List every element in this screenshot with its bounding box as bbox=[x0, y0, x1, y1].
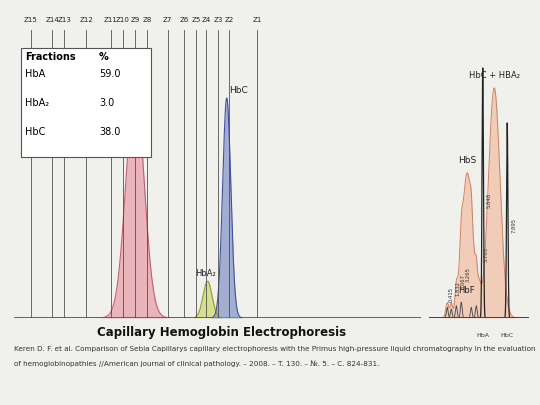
Text: HbA₂: HbA₂ bbox=[25, 98, 49, 108]
Text: HbA₂: HbA₂ bbox=[195, 269, 216, 279]
Text: Z14: Z14 bbox=[45, 17, 59, 23]
Text: HbS: HbS bbox=[458, 156, 476, 165]
Text: HbA: HbA bbox=[476, 333, 489, 338]
FancyBboxPatch shape bbox=[21, 48, 151, 157]
Text: Z5: Z5 bbox=[192, 17, 201, 23]
Text: Z8: Z8 bbox=[143, 17, 152, 23]
Text: 7.895: 7.895 bbox=[511, 218, 516, 233]
Text: HbC: HbC bbox=[25, 127, 45, 137]
Text: of hemoglobinopathies //American journal of clinical pathology. – 2008. – T. 130: of hemoglobinopathies //American journal… bbox=[14, 360, 379, 367]
Text: Z7: Z7 bbox=[163, 17, 172, 23]
Text: 59.0: 59.0 bbox=[99, 69, 120, 79]
Text: HbA: HbA bbox=[25, 69, 45, 79]
Text: 3.067: 3.067 bbox=[460, 274, 465, 289]
Text: Z3: Z3 bbox=[213, 17, 223, 23]
Text: Z15: Z15 bbox=[24, 17, 37, 23]
Text: %: % bbox=[99, 52, 109, 62]
Text: 1.832: 1.832 bbox=[455, 281, 460, 296]
Text: 3.265: 3.265 bbox=[465, 267, 470, 282]
Text: HbC + HBA₂: HbC + HBA₂ bbox=[469, 71, 519, 80]
Text: Z6: Z6 bbox=[179, 17, 188, 23]
Text: Z13: Z13 bbox=[58, 17, 71, 23]
Text: Z9: Z9 bbox=[130, 17, 140, 23]
Text: HbA: HbA bbox=[126, 75, 144, 84]
Text: HbC: HbC bbox=[501, 333, 514, 338]
Text: Keren D. F. et al. Comparison of Sebia Capillarys capillary electrophoresis with: Keren D. F. et al. Comparison of Sebia C… bbox=[14, 346, 535, 352]
Text: HbC: HbC bbox=[229, 86, 247, 95]
Text: Z4: Z4 bbox=[201, 17, 211, 23]
Text: 5.703: 5.703 bbox=[483, 247, 488, 262]
Text: Z10: Z10 bbox=[116, 17, 130, 23]
Text: HbF: HbF bbox=[457, 286, 474, 295]
Text: Z11: Z11 bbox=[104, 17, 118, 23]
Text: 0.415: 0.415 bbox=[448, 288, 453, 303]
Text: Z12: Z12 bbox=[79, 17, 93, 23]
Text: Capillary Hemoglobin Electrophoresis: Capillary Hemoglobin Electrophoresis bbox=[97, 326, 346, 339]
Text: Fractions: Fractions bbox=[25, 52, 76, 62]
Text: 38.0: 38.0 bbox=[99, 127, 120, 137]
Text: Z1: Z1 bbox=[253, 17, 262, 23]
Text: 5.848: 5.848 bbox=[487, 193, 492, 208]
Text: Z2: Z2 bbox=[224, 17, 233, 23]
Text: 3.0: 3.0 bbox=[99, 98, 114, 108]
